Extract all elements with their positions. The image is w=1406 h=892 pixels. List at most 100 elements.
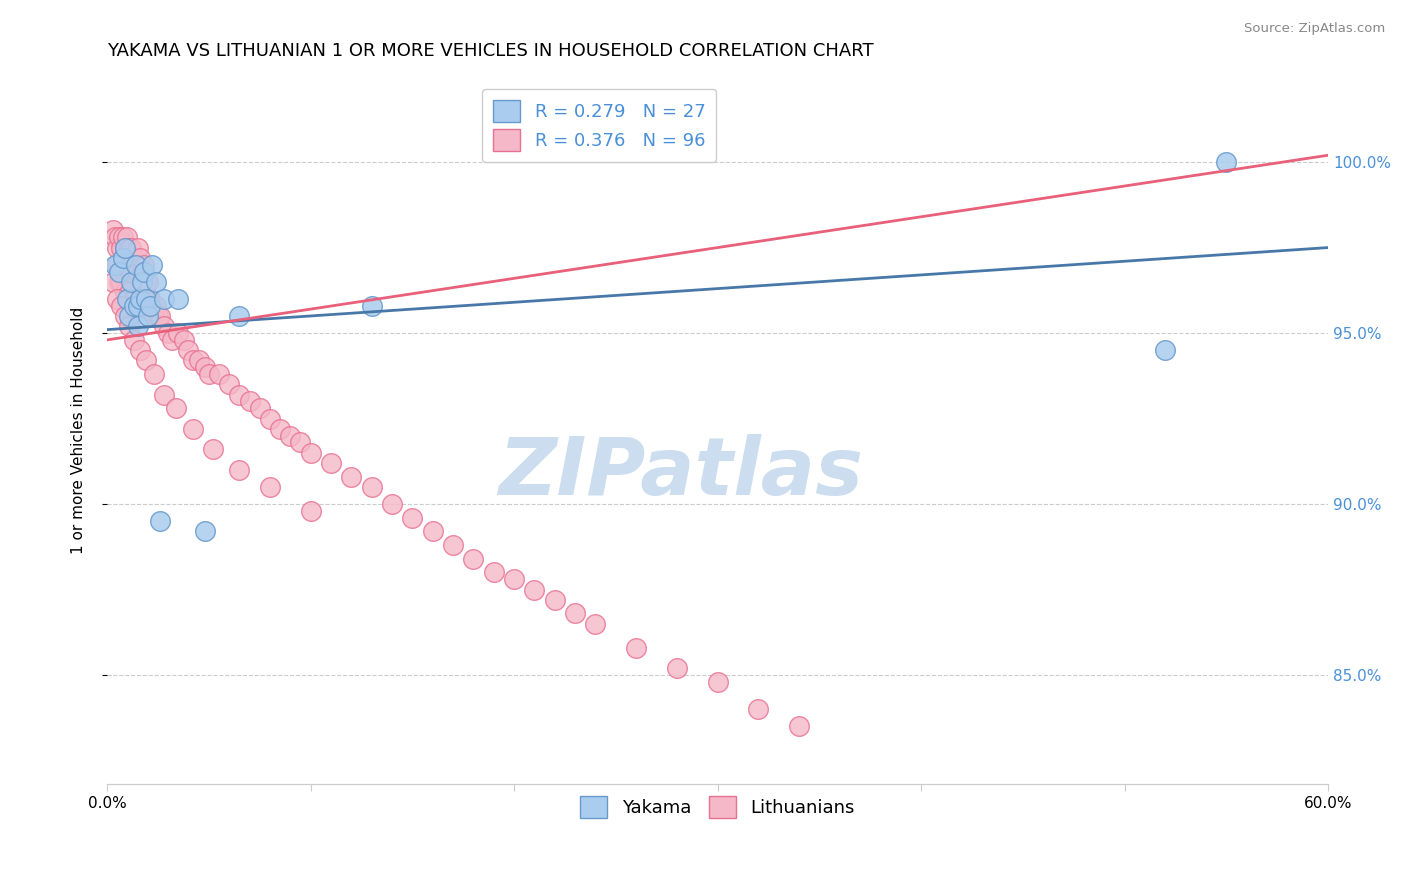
Point <box>127 299 149 313</box>
Point <box>118 241 141 255</box>
Point <box>381 497 404 511</box>
Point <box>181 353 204 368</box>
Point <box>585 616 607 631</box>
Point <box>544 592 567 607</box>
Point <box>146 309 169 323</box>
Point <box>269 422 291 436</box>
Point <box>1215 155 1237 169</box>
Point <box>124 258 146 272</box>
Point <box>564 607 586 621</box>
Point <box>145 299 167 313</box>
Point <box>136 275 159 289</box>
Point <box>127 264 149 278</box>
Point <box>114 309 136 323</box>
Point <box>624 640 647 655</box>
Point <box>121 299 143 313</box>
Point <box>131 264 153 278</box>
Point <box>142 367 165 381</box>
Point <box>360 299 382 313</box>
Point <box>117 292 139 306</box>
Point <box>114 241 136 255</box>
Point <box>105 292 128 306</box>
Point <box>523 582 546 597</box>
Point <box>141 299 163 313</box>
Point <box>117 292 139 306</box>
Point <box>278 428 301 442</box>
Point <box>108 264 131 278</box>
Point <box>194 524 217 539</box>
Point <box>122 292 145 306</box>
Point <box>136 309 159 323</box>
Point <box>401 510 423 524</box>
Point <box>110 275 132 289</box>
Point <box>259 480 281 494</box>
Point <box>228 309 250 323</box>
Point <box>127 299 149 313</box>
Point <box>187 353 209 368</box>
Point <box>160 333 183 347</box>
Point <box>132 292 155 306</box>
Point <box>105 258 128 272</box>
Point <box>218 377 240 392</box>
Point <box>165 401 187 416</box>
Text: ZIPatlas: ZIPatlas <box>499 434 863 512</box>
Point <box>181 422 204 436</box>
Point <box>114 285 136 299</box>
Point <box>112 264 135 278</box>
Point <box>128 292 150 306</box>
Point <box>747 702 769 716</box>
Point <box>145 275 167 289</box>
Point <box>153 319 176 334</box>
Point <box>238 394 260 409</box>
Point <box>104 230 127 244</box>
Point <box>121 264 143 278</box>
Point <box>482 566 505 580</box>
Point <box>173 333 195 347</box>
Y-axis label: 1 or more Vehicles in Household: 1 or more Vehicles in Household <box>72 307 86 554</box>
Point <box>104 258 127 272</box>
Point <box>105 241 128 255</box>
Point <box>441 538 464 552</box>
Point <box>135 353 157 368</box>
Point <box>198 367 221 381</box>
Point <box>122 299 145 313</box>
Point <box>108 230 131 244</box>
Point <box>114 241 136 255</box>
Point <box>122 251 145 265</box>
Point <box>127 319 149 334</box>
Point <box>141 258 163 272</box>
Point <box>124 299 146 313</box>
Point <box>128 343 150 358</box>
Point <box>194 360 217 375</box>
Point <box>299 504 322 518</box>
Point <box>706 674 728 689</box>
Point <box>135 275 157 289</box>
Point <box>153 292 176 306</box>
Point <box>503 572 526 586</box>
Text: Source: ZipAtlas.com: Source: ZipAtlas.com <box>1244 22 1385 36</box>
Point <box>132 258 155 272</box>
Point <box>153 387 176 401</box>
Point <box>121 275 143 289</box>
Point <box>340 469 363 483</box>
Point <box>121 241 143 255</box>
Point <box>139 299 162 313</box>
Point <box>360 480 382 494</box>
Point <box>131 299 153 313</box>
Point <box>228 463 250 477</box>
Point <box>167 292 190 306</box>
Point <box>422 524 444 539</box>
Text: YAKAMA VS LITHUANIAN 1 OR MORE VEHICLES IN HOUSEHOLD CORRELATION CHART: YAKAMA VS LITHUANIAN 1 OR MORE VEHICLES … <box>107 42 873 60</box>
Point <box>128 251 150 265</box>
Point <box>117 258 139 272</box>
Point <box>249 401 271 416</box>
Point <box>118 309 141 323</box>
Point <box>319 456 342 470</box>
Point <box>139 292 162 306</box>
Point <box>142 309 165 323</box>
Point <box>131 275 153 289</box>
Point <box>108 275 131 289</box>
Point <box>665 661 688 675</box>
Point <box>122 333 145 347</box>
Point <box>128 292 150 306</box>
